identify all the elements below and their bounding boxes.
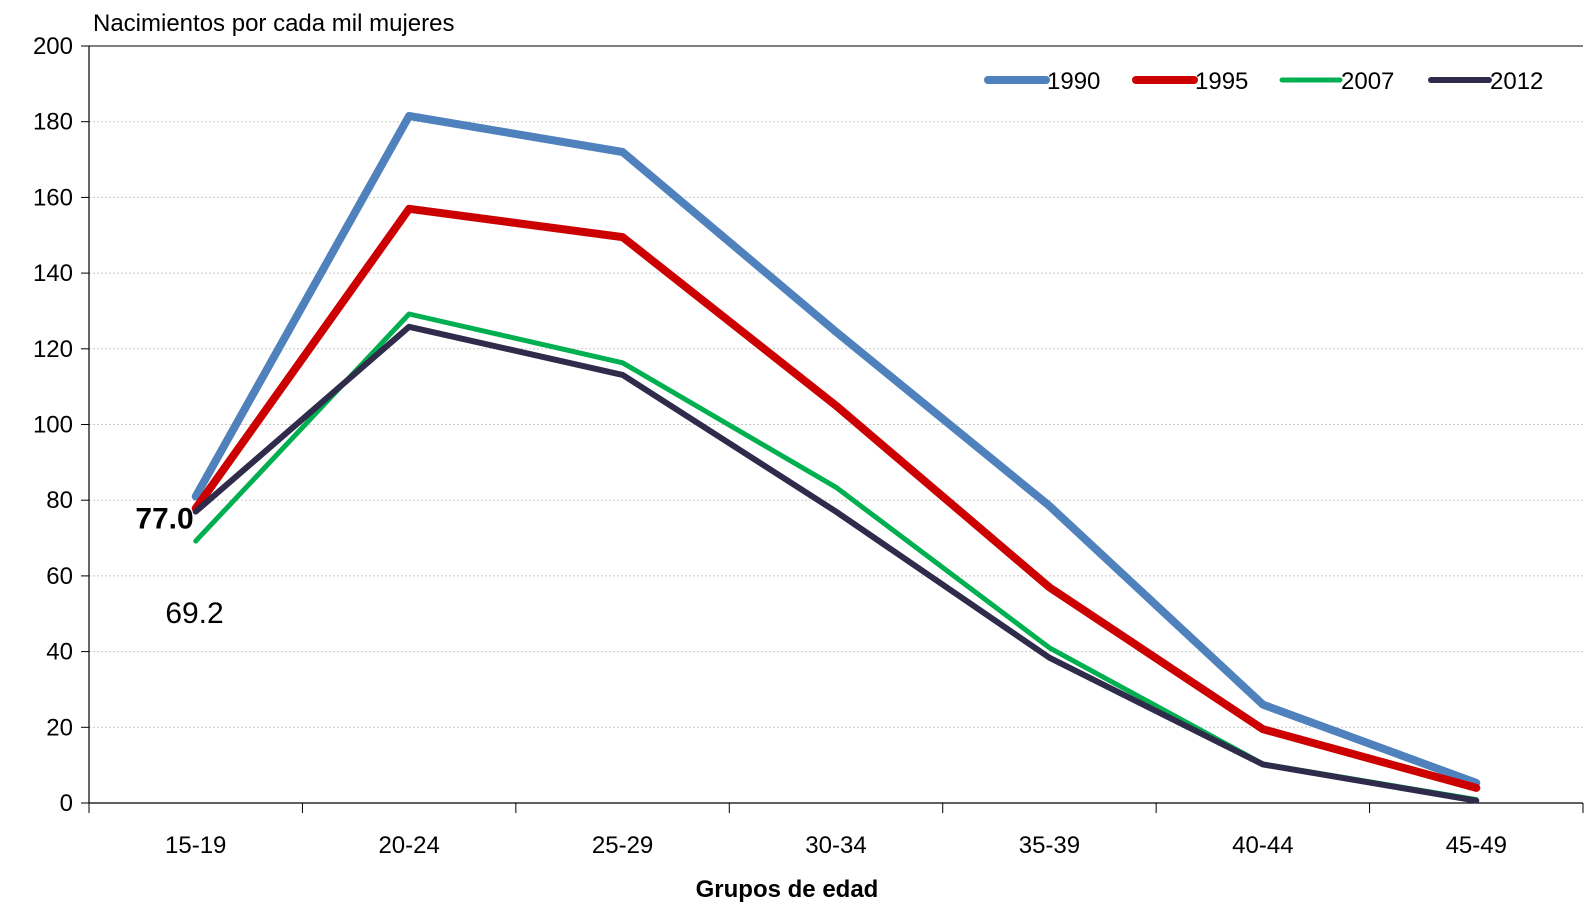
y-axis-title: Nacimientos por cada mil mujeres [93, 10, 454, 37]
y-tick-label-160: 160 [33, 184, 73, 211]
x-tick-label-20-24: 20-24 [378, 832, 439, 859]
y-tick-label-40: 40 [46, 639, 73, 666]
series-line-1995 [191, 204, 1481, 792]
gridlines [89, 45, 1583, 728]
legend: 1990 1995 2007 2012 [984, 68, 1543, 95]
x-tick-label-45-49: 45-49 [1446, 832, 1507, 859]
y-tick-label-60: 60 [46, 563, 73, 590]
x-tick-label-30-34: 30-34 [805, 832, 866, 859]
y-tick-label-120: 120 [33, 336, 73, 363]
x-axis-title: Grupos de edad [696, 876, 879, 903]
y-tick-label-140: 140 [33, 260, 73, 287]
x-tick-label-15-19: 15-19 [165, 832, 226, 859]
legend-label-2012: 2012 [1490, 68, 1543, 95]
series-line-2012 [192, 323, 1480, 804]
y-tick-label-0: 0 [60, 790, 73, 817]
legend-label-2007: 2007 [1341, 68, 1394, 95]
series-line-1990 [191, 112, 1481, 787]
y-tick-label-100: 100 [33, 412, 73, 439]
y-tick-label-80: 80 [46, 487, 73, 514]
legend-label-1990: 1990 [1047, 68, 1100, 95]
legend-label-1995: 1995 [1195, 68, 1248, 95]
data-label-2012: 77.0 [135, 503, 193, 536]
y-tick-label-20: 20 [46, 714, 73, 741]
series-lines [191, 112, 1481, 804]
axes: 0 20 40 60 80 100 120 140 160 180 200 15-19 20-24 25-… [33, 33, 1584, 859]
series-line-2007 [193, 311, 1479, 803]
y-tick-label-200: 200 [33, 33, 73, 60]
y-tick-label-180: 180 [33, 109, 73, 136]
x-tick-label-40-44: 40-44 [1232, 832, 1293, 859]
x-tick-label-25-29: 25-29 [592, 832, 653, 859]
data-labels: 77.0 69.2 [135, 503, 223, 631]
x-tick-label-35-39: 35-39 [1019, 832, 1080, 859]
data-label-2007: 69.2 [165, 597, 223, 630]
